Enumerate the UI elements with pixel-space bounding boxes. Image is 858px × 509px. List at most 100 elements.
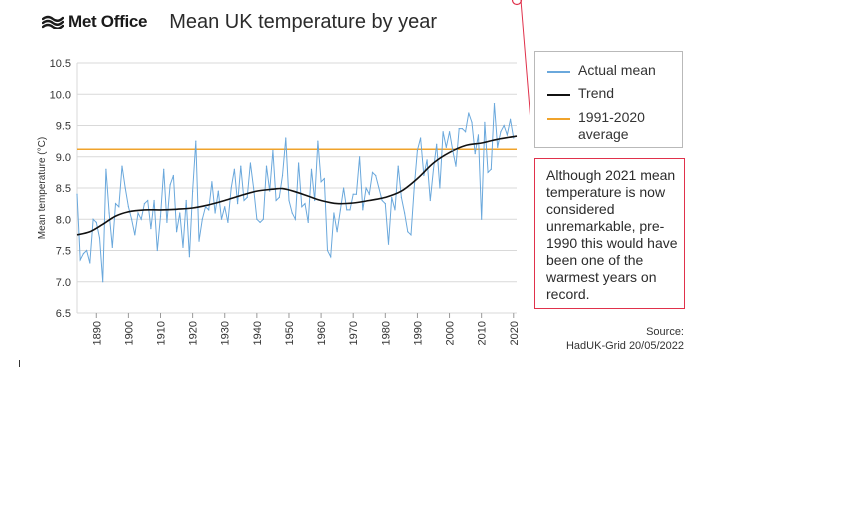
actual-mean-point	[102, 281, 104, 283]
actual-mean-point	[410, 234, 412, 236]
actual-mean-point	[288, 199, 290, 202]
actual-mean-point	[477, 134, 480, 136]
actual-mean-point	[465, 131, 467, 133]
actual-mean-point	[458, 128, 460, 130]
y-axis-ticks: 6.5 7.0 7.5 8.0 8.5 9.0 9.5 10.0 10.5	[50, 58, 71, 320]
actual-mean-point	[137, 212, 139, 214]
source-value: HadUK-Grid 20/05/2022	[565, 340, 684, 352]
actual-mean-point	[153, 199, 155, 202]
actual-mean-point	[487, 171, 489, 173]
actual-mean-point	[471, 121, 473, 123]
x-axis-ticks: 1890 1900 1910 1920 1930 1940 1950 1960 1970 1980…	[91, 313, 521, 345]
legend-item-average: 1991-2020 average	[547, 109, 647, 143]
actual-mean-point	[413, 187, 415, 189]
actual-mean-point	[439, 187, 441, 189]
x-tick-label: 1980	[380, 321, 392, 345]
actual-mean-point	[175, 231, 178, 233]
actual-mean-point	[169, 184, 171, 186]
actual-mean-point	[256, 218, 258, 220]
actual-mean-point	[130, 218, 133, 220]
source-note: Source: HadUK-Grid 20/05/2022	[566, 325, 684, 353]
actual-mean-point	[188, 256, 191, 258]
actual-mean-point	[497, 146, 499, 148]
actual-mean-point	[423, 174, 425, 177]
actual-mean-points	[76, 103, 515, 283]
actual-mean-point	[79, 259, 81, 261]
actual-mean-point	[500, 131, 502, 133]
actual-mean-point	[98, 237, 101, 239]
actual-mean-point	[294, 218, 296, 220]
actual-mean-point	[111, 246, 113, 248]
actual-mean-point	[452, 149, 454, 152]
actual-mean-point	[461, 128, 464, 130]
y-tick-label: 8.5	[56, 183, 71, 195]
source-label: Source:	[646, 326, 684, 338]
legend-item-trend: Trend	[547, 85, 614, 101]
actual-mean-point	[172, 174, 174, 177]
actual-mean-point	[503, 124, 505, 127]
x-tick-label: 1890	[91, 321, 103, 345]
legend-swatch-actual	[547, 71, 570, 73]
actual-mean-point	[513, 137, 515, 139]
y-tick-label: 6.5	[56, 308, 71, 320]
x-tick-label: 1930	[220, 321, 232, 345]
actual-mean-point	[108, 212, 110, 214]
highlight-marker	[511, 0, 530, 116]
actual-mean-point	[262, 218, 264, 220]
actual-mean-point	[243, 199, 245, 202]
text-cursor	[19, 360, 20, 367]
logo-text: Met Office	[68, 12, 148, 31]
actual-mean-point	[217, 190, 219, 192]
actual-mean-point	[490, 168, 492, 170]
annotation-connector	[520, 0, 530, 116]
actual-mean-point	[208, 209, 210, 211]
actual-mean-point	[342, 187, 345, 189]
actual-mean-point	[362, 209, 364, 211]
actual-mean-series-line	[76, 103, 515, 282]
actual-mean-point	[265, 165, 268, 167]
actual-mean-point	[281, 174, 284, 177]
actual-mean-point	[240, 165, 242, 167]
actual-mean-point	[179, 212, 181, 214]
legend-label: Trend	[578, 85, 615, 101]
x-tick-label: 2010	[477, 321, 489, 345]
actual-mean-point	[275, 199, 277, 202]
legend-label: Actual mean	[578, 62, 656, 78]
actual-mean-point	[272, 149, 274, 152]
x-tick-label: 1920	[188, 321, 200, 345]
actual-mean-point	[493, 103, 496, 105]
actual-mean-point	[76, 193, 78, 195]
actual-mean-point	[298, 162, 300, 164]
grid-lines	[76, 62, 517, 314]
actual-mean-point	[92, 218, 94, 220]
actual-mean-point	[355, 193, 358, 195]
actual-mean-point	[220, 218, 223, 220]
actual-mean-point	[436, 143, 438, 145]
actual-mean-point	[365, 187, 367, 189]
actual-mean-point	[86, 249, 88, 252]
actual-mean-point	[185, 199, 187, 202]
actual-mean-point	[253, 187, 255, 189]
actual-mean-point	[403, 212, 406, 214]
actual-mean-point	[468, 112, 470, 114]
legend-label: 1991-2020 average	[578, 109, 645, 142]
actual-mean-point	[143, 203, 146, 205]
actual-mean-point	[384, 203, 386, 205]
x-tick-label: 1940	[252, 321, 264, 345]
actual-mean-point	[227, 221, 229, 223]
actual-mean-point	[121, 165, 123, 167]
actual-mean-point	[278, 196, 280, 198]
actual-mean-point	[387, 243, 390, 245]
x-tick-label: 1900	[123, 321, 135, 345]
actual-mean-point	[166, 221, 168, 223]
actual-mean-point	[391, 196, 393, 198]
actual-mean-point	[259, 221, 261, 223]
actual-mean-point	[481, 218, 483, 220]
actual-mean-point	[352, 193, 354, 195]
actual-mean-point	[89, 262, 91, 264]
actual-mean-point	[314, 199, 316, 202]
actual-mean-point	[124, 187, 126, 189]
actual-mean-point	[371, 171, 374, 173]
legend-item-actual-mean: Actual mean	[547, 62, 656, 78]
actual-mean-point	[336, 231, 338, 233]
